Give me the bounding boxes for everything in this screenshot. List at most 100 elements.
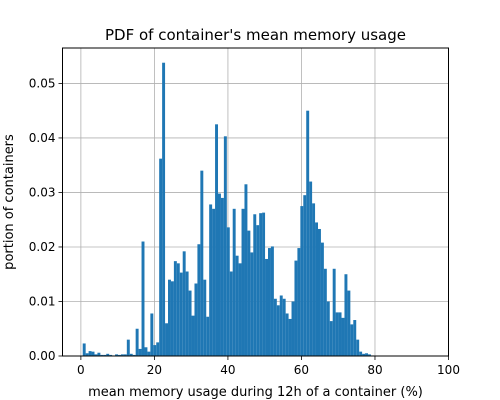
bar-55 bbox=[244, 184, 248, 356]
bar-30 bbox=[170, 281, 174, 356]
bar-52 bbox=[235, 255, 239, 356]
bar-87 bbox=[338, 312, 342, 356]
bar-84 bbox=[329, 321, 333, 356]
bar-11 bbox=[115, 354, 119, 356]
bar-92 bbox=[353, 320, 357, 356]
bar-25 bbox=[156, 342, 160, 356]
bar-36 bbox=[188, 290, 192, 356]
bar-44 bbox=[212, 208, 216, 356]
bar-46 bbox=[218, 193, 221, 356]
x-axis-ticks: 0 20 40 60 80 100 bbox=[77, 356, 460, 377]
bar-35 bbox=[185, 271, 189, 356]
bar-66 bbox=[276, 305, 280, 356]
plot-frame bbox=[62, 47, 449, 357]
bar-1 bbox=[85, 353, 89, 356]
bar-71 bbox=[291, 301, 295, 356]
bar-59 bbox=[256, 225, 260, 356]
bar-34 bbox=[182, 251, 186, 356]
bar-7 bbox=[103, 354, 107, 356]
bar-9 bbox=[109, 354, 113, 356]
x-tick-label-3: 60 bbox=[294, 363, 309, 377]
bar-54 bbox=[241, 208, 245, 356]
bar-78 bbox=[312, 203, 316, 356]
bar-80 bbox=[317, 228, 321, 356]
bar-15 bbox=[126, 339, 130, 356]
bar-14 bbox=[123, 354, 127, 356]
bar-85 bbox=[332, 268, 336, 356]
x-tick-label-4: 80 bbox=[367, 363, 382, 377]
bar-21 bbox=[144, 347, 148, 356]
bar-38 bbox=[194, 283, 198, 356]
bar-49 bbox=[226, 227, 230, 356]
bar-20 bbox=[141, 241, 145, 356]
y-axis-ticks: 0.00 0.01 0.02 0.03 0.04 0.05 bbox=[29, 76, 63, 363]
bar-29 bbox=[168, 279, 171, 356]
bar-27 bbox=[162, 62, 166, 357]
y-axis-label: portion of containers bbox=[2, 134, 17, 270]
bar-45 bbox=[215, 124, 219, 357]
bar-56 bbox=[247, 230, 251, 356]
bar-57 bbox=[250, 252, 254, 356]
bar-33 bbox=[179, 272, 183, 356]
bar-13 bbox=[120, 354, 124, 356]
y-tick-label-4: 0.04 bbox=[29, 131, 56, 145]
bar-82 bbox=[323, 268, 327, 356]
bar-18 bbox=[135, 328, 139, 356]
bar-22 bbox=[147, 351, 151, 356]
bar-3 bbox=[91, 351, 95, 356]
bar-89 bbox=[344, 274, 348, 356]
bar-42 bbox=[206, 316, 210, 356]
bar-72 bbox=[294, 260, 298, 356]
bar-8 bbox=[106, 353, 110, 356]
bar-61 bbox=[262, 212, 266, 356]
bar-53 bbox=[238, 263, 242, 356]
bar-60 bbox=[259, 213, 263, 356]
y-tick-label-2: 0.02 bbox=[29, 240, 56, 254]
bar-58 bbox=[253, 214, 257, 356]
bar-91 bbox=[350, 324, 354, 356]
bar-47 bbox=[220, 197, 224, 356]
bar-93 bbox=[356, 339, 360, 356]
x-tick-label-1: 20 bbox=[147, 363, 162, 377]
bar-31 bbox=[173, 261, 177, 356]
bar-32 bbox=[176, 263, 180, 356]
bar-64 bbox=[270, 246, 274, 356]
bar-70 bbox=[288, 318, 292, 356]
bar-73 bbox=[297, 248, 301, 356]
bar-95 bbox=[362, 353, 366, 356]
y-tick-label-0: 0.00 bbox=[29, 349, 56, 363]
bar-2 bbox=[88, 351, 92, 356]
bar-26 bbox=[159, 158, 163, 356]
bar-0 bbox=[82, 343, 86, 356]
bar-39 bbox=[197, 244, 201, 356]
y-tick-label-3: 0.03 bbox=[29, 185, 56, 199]
bar-75 bbox=[303, 195, 307, 356]
bar-6 bbox=[100, 354, 104, 356]
bar-4 bbox=[94, 354, 98, 356]
bar-62 bbox=[265, 258, 268, 356]
y-tick-label-1: 0.01 bbox=[29, 294, 56, 308]
x-tick-label-2: 40 bbox=[220, 363, 235, 377]
bar-76 bbox=[306, 110, 310, 356]
bar-67 bbox=[279, 295, 283, 356]
bars-group bbox=[82, 62, 374, 357]
bar-48 bbox=[223, 136, 227, 356]
bar-12 bbox=[118, 354, 121, 356]
bar-43 bbox=[209, 204, 213, 356]
bar-97 bbox=[367, 354, 371, 356]
bar-40 bbox=[200, 170, 204, 356]
bar-65 bbox=[273, 298, 277, 356]
bar-94 bbox=[359, 351, 363, 356]
bar-90 bbox=[347, 290, 351, 356]
x-axis-label: mean memory usage during 12h of a contai… bbox=[88, 385, 423, 400]
chart-title: PDF of container's mean memory usage bbox=[105, 26, 406, 44]
bar-83 bbox=[326, 301, 330, 356]
bar-50 bbox=[229, 271, 233, 356]
grid-lines bbox=[62, 48, 449, 357]
bar-17 bbox=[132, 354, 136, 356]
x-tick-label-0: 0 bbox=[77, 363, 85, 377]
bar-24 bbox=[153, 345, 157, 356]
bar-77 bbox=[309, 181, 313, 356]
bar-88 bbox=[341, 317, 345, 356]
